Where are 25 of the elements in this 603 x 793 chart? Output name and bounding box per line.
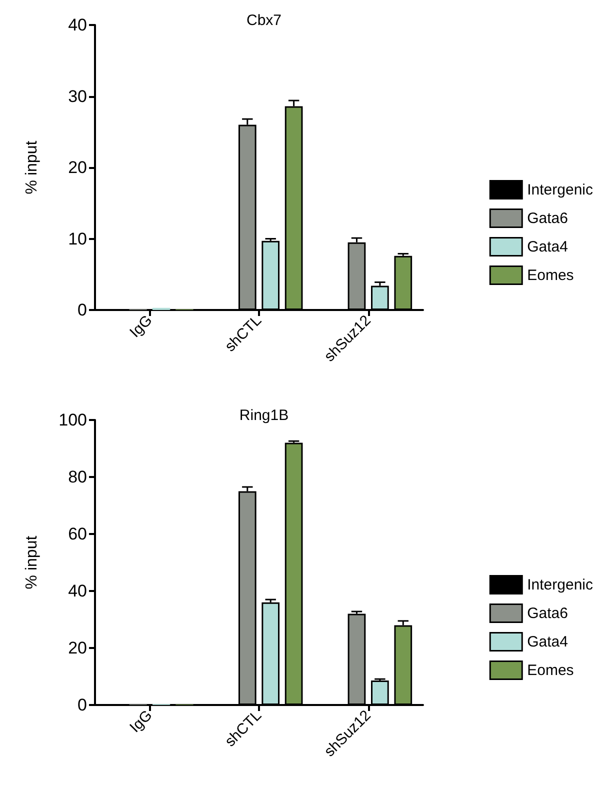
x-tick-label: IgG: [126, 312, 156, 342]
x-tick-label: IgG: [126, 706, 156, 736]
y-tick-label: 60: [68, 524, 87, 544]
chart-title: Cbx7: [246, 12, 282, 29]
legend-label: Gata6: [527, 210, 568, 227]
y-tick-label: 40: [68, 582, 87, 600]
legend-label: Gata4: [527, 238, 568, 256]
y-tick-label: 40: [68, 16, 87, 34]
legend-label: Eomes: [527, 266, 574, 284]
y-axis-title: % input: [24, 535, 40, 590]
legend-label: Eomes: [527, 662, 574, 679]
y-tick-label: 30: [68, 86, 87, 106]
y-axis-title: % input: [24, 140, 40, 194]
legend-label: Gata6: [527, 604, 568, 622]
legend-label: Gata4: [527, 633, 568, 650]
y-tick-label: 20: [68, 638, 87, 658]
legend-label: Intergenic: [527, 576, 594, 594]
y-tick-label: 20: [68, 158, 87, 177]
y-tick-label: 80: [68, 468, 87, 486]
y-tick-label: 0: [78, 696, 87, 714]
y-tick-label: 10: [68, 229, 87, 248]
y-tick-label: 100: [58, 410, 87, 430]
y-tick-label: 0: [78, 300, 87, 320]
legend-label: Intergenic: [527, 181, 594, 198]
chart-title: Ring1B: [239, 407, 289, 424]
